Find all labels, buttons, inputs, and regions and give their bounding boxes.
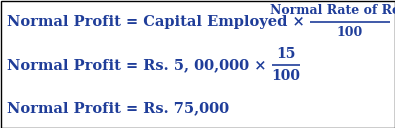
Text: Normal Profit = Rs. 5, 00,000 ×: Normal Profit = Rs. 5, 00,000 × (7, 58, 272, 72)
Text: Normal Profit = Capital Employed ×: Normal Profit = Capital Employed × (7, 15, 310, 29)
Text: 100: 100 (337, 26, 363, 40)
Text: 100: 100 (271, 69, 300, 83)
Text: Normal Profit = Rs. 75,000: Normal Profit = Rs. 75,000 (7, 101, 229, 115)
Text: 15: 15 (276, 47, 295, 61)
Text: Normal Rate of Return: Normal Rate of Return (270, 4, 395, 18)
